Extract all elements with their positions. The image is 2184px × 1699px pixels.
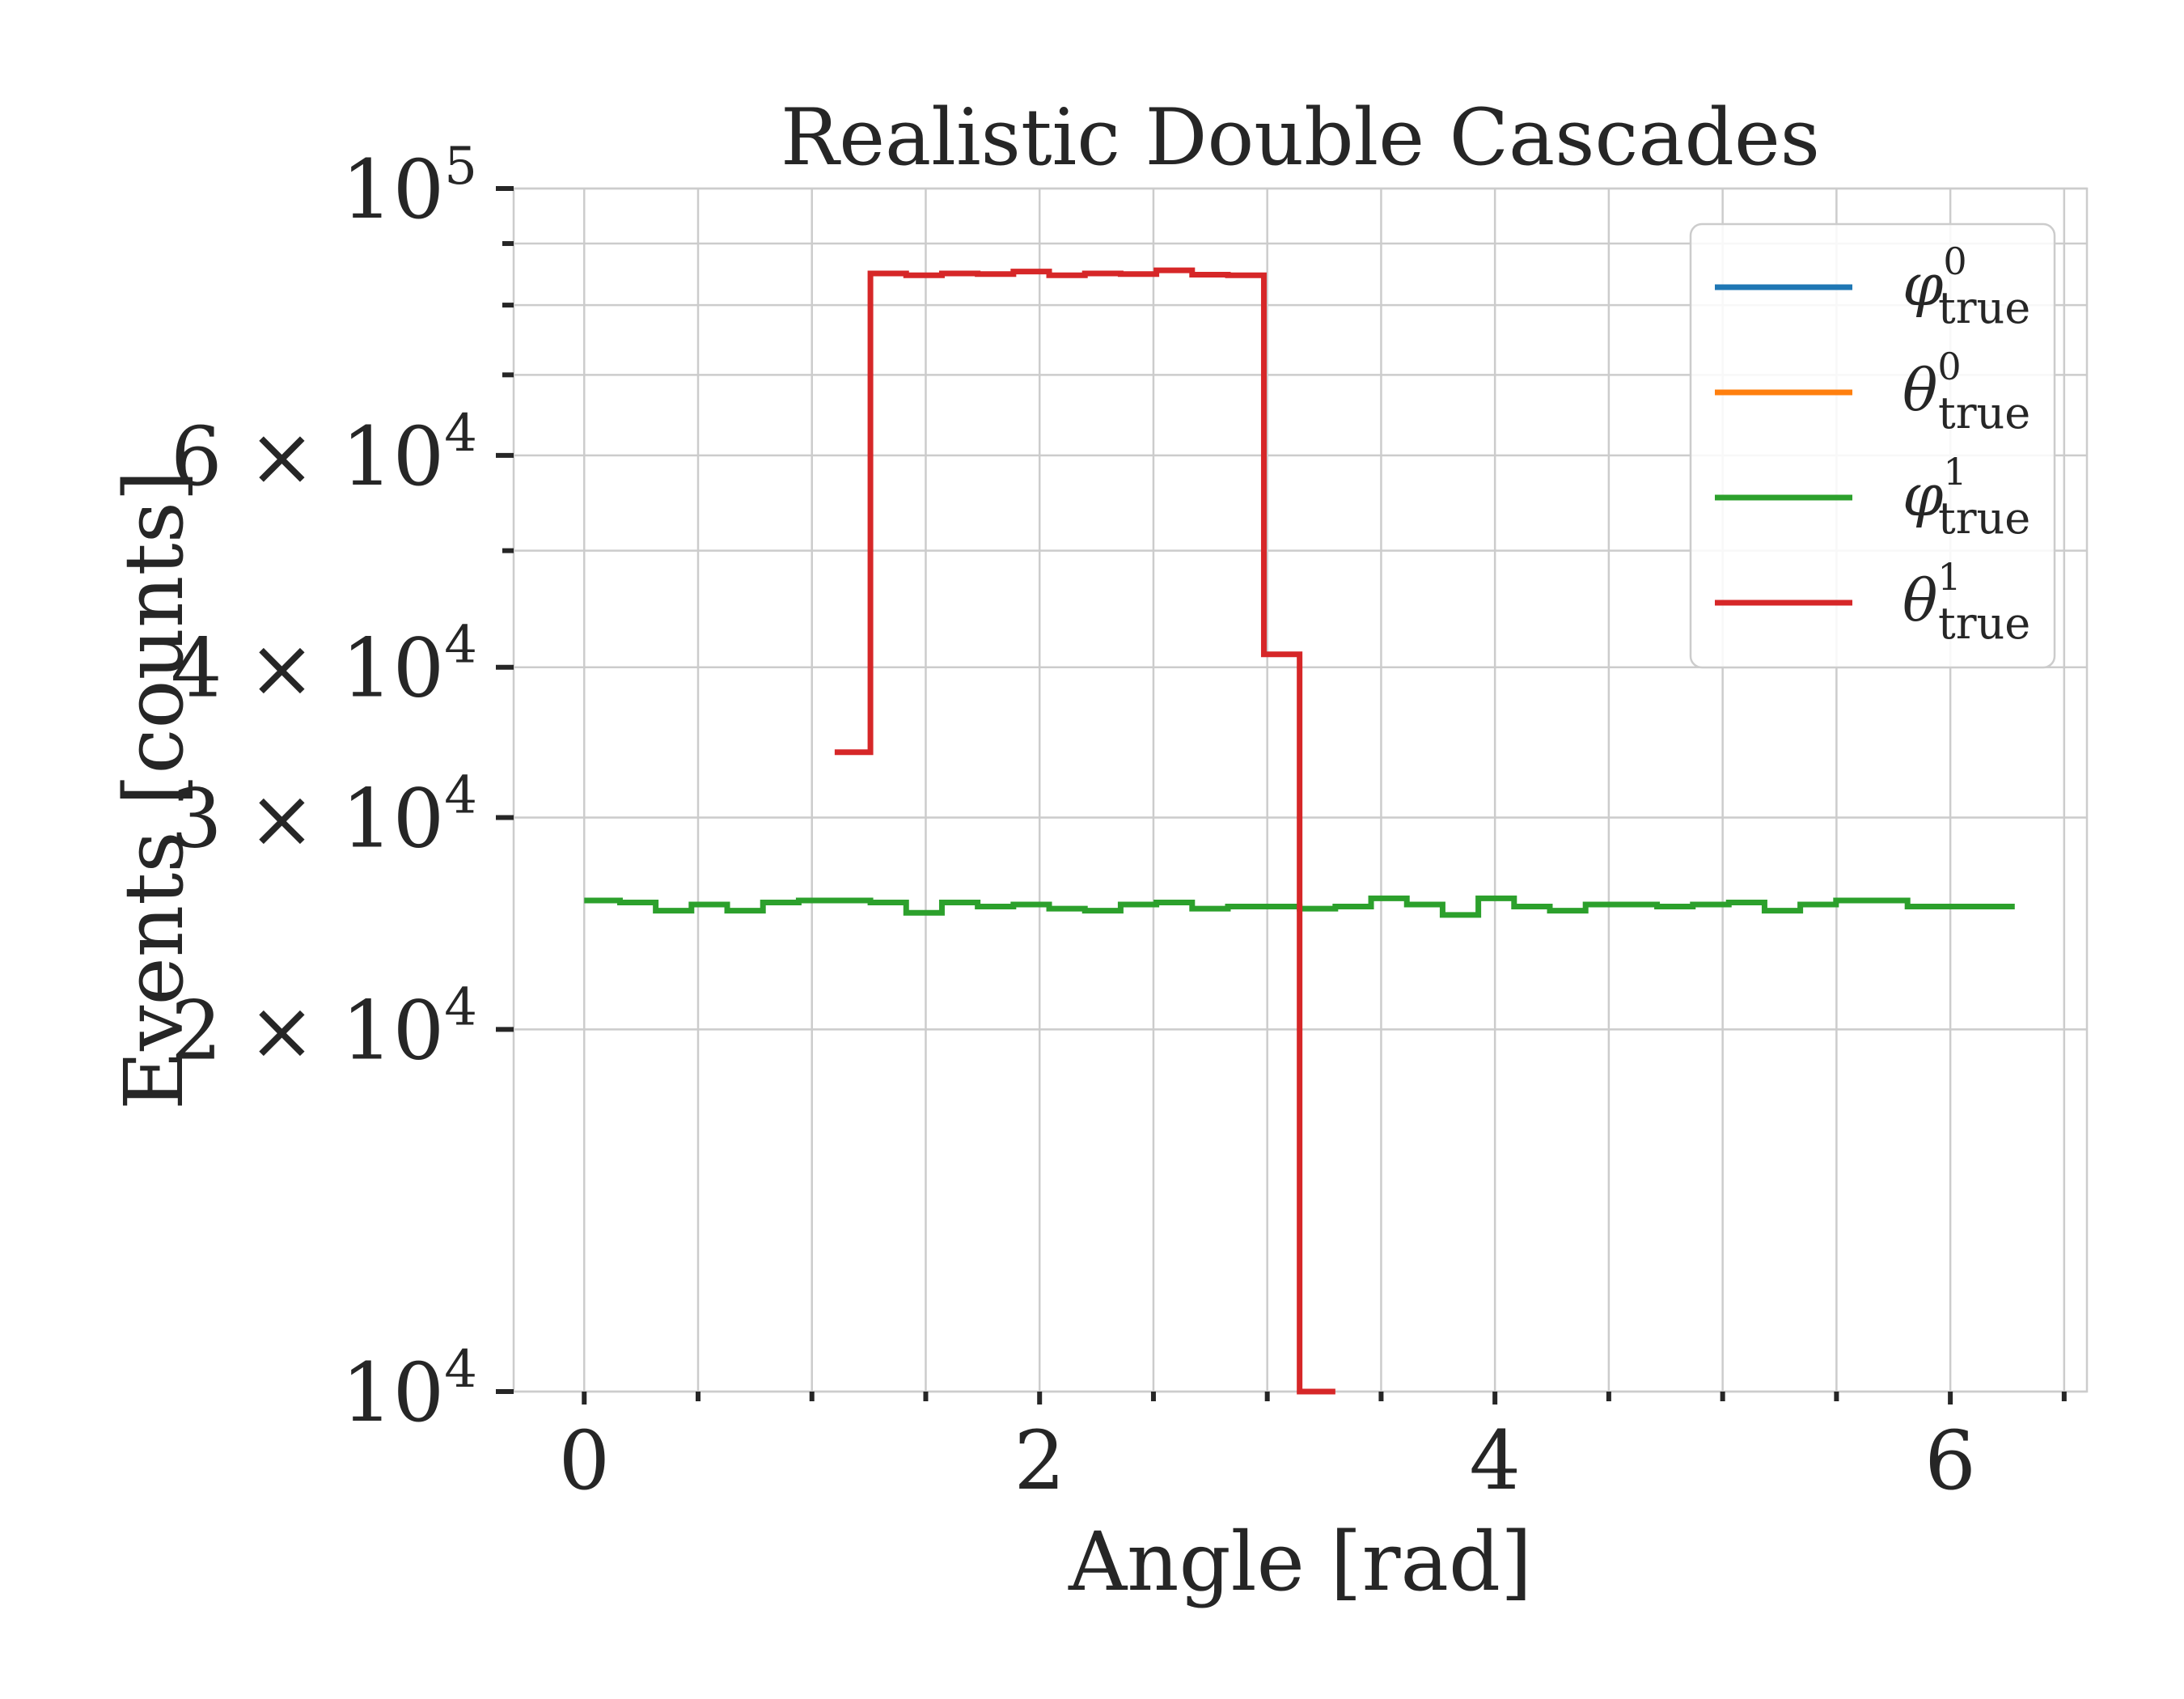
y-tick-label: 105 bbox=[341, 137, 477, 237]
ticks: 0 2 4 6 104 2 × 104 3 × 104 4 × 104 6 × 104 105 bbox=[171, 137, 2067, 1508]
y-axis-label: Events [counts] bbox=[107, 470, 201, 1110]
series-line-φ1 bbox=[584, 895, 2015, 918]
x-tick-label: 4 bbox=[1469, 1413, 1521, 1508]
x-tick-label: 6 bbox=[1924, 1413, 1976, 1508]
chart-title: Realistic Double Cascades bbox=[781, 92, 1820, 183]
legend-label: φ1 true bbox=[1903, 450, 2030, 544]
y-tick-label: 4 × 104 bbox=[171, 616, 477, 716]
y-tick-label: 3 × 104 bbox=[171, 766, 477, 866]
legend-label: θ0 true bbox=[1903, 345, 2030, 439]
y-tick-label: 2 × 104 bbox=[171, 977, 477, 1078]
series-line-θ1 bbox=[834, 267, 1335, 1395]
series-layer bbox=[584, 267, 2015, 1395]
legend-box bbox=[1689, 222, 2056, 669]
y-tick-label: 6 × 104 bbox=[171, 404, 477, 504]
x-axis-label: Angle [rad] bbox=[1068, 1515, 1532, 1609]
legend-label: φ0 true bbox=[1903, 239, 2030, 333]
y-tick-label: 104 bbox=[341, 1340, 477, 1440]
legend: φ0 true θ0 true φ1 true θ1 true bbox=[1689, 222, 2056, 669]
x-tick-label: 2 bbox=[1014, 1413, 1065, 1508]
legend-label: θ1 true bbox=[1903, 555, 2030, 649]
x-tick-label: 0 bbox=[558, 1413, 610, 1508]
